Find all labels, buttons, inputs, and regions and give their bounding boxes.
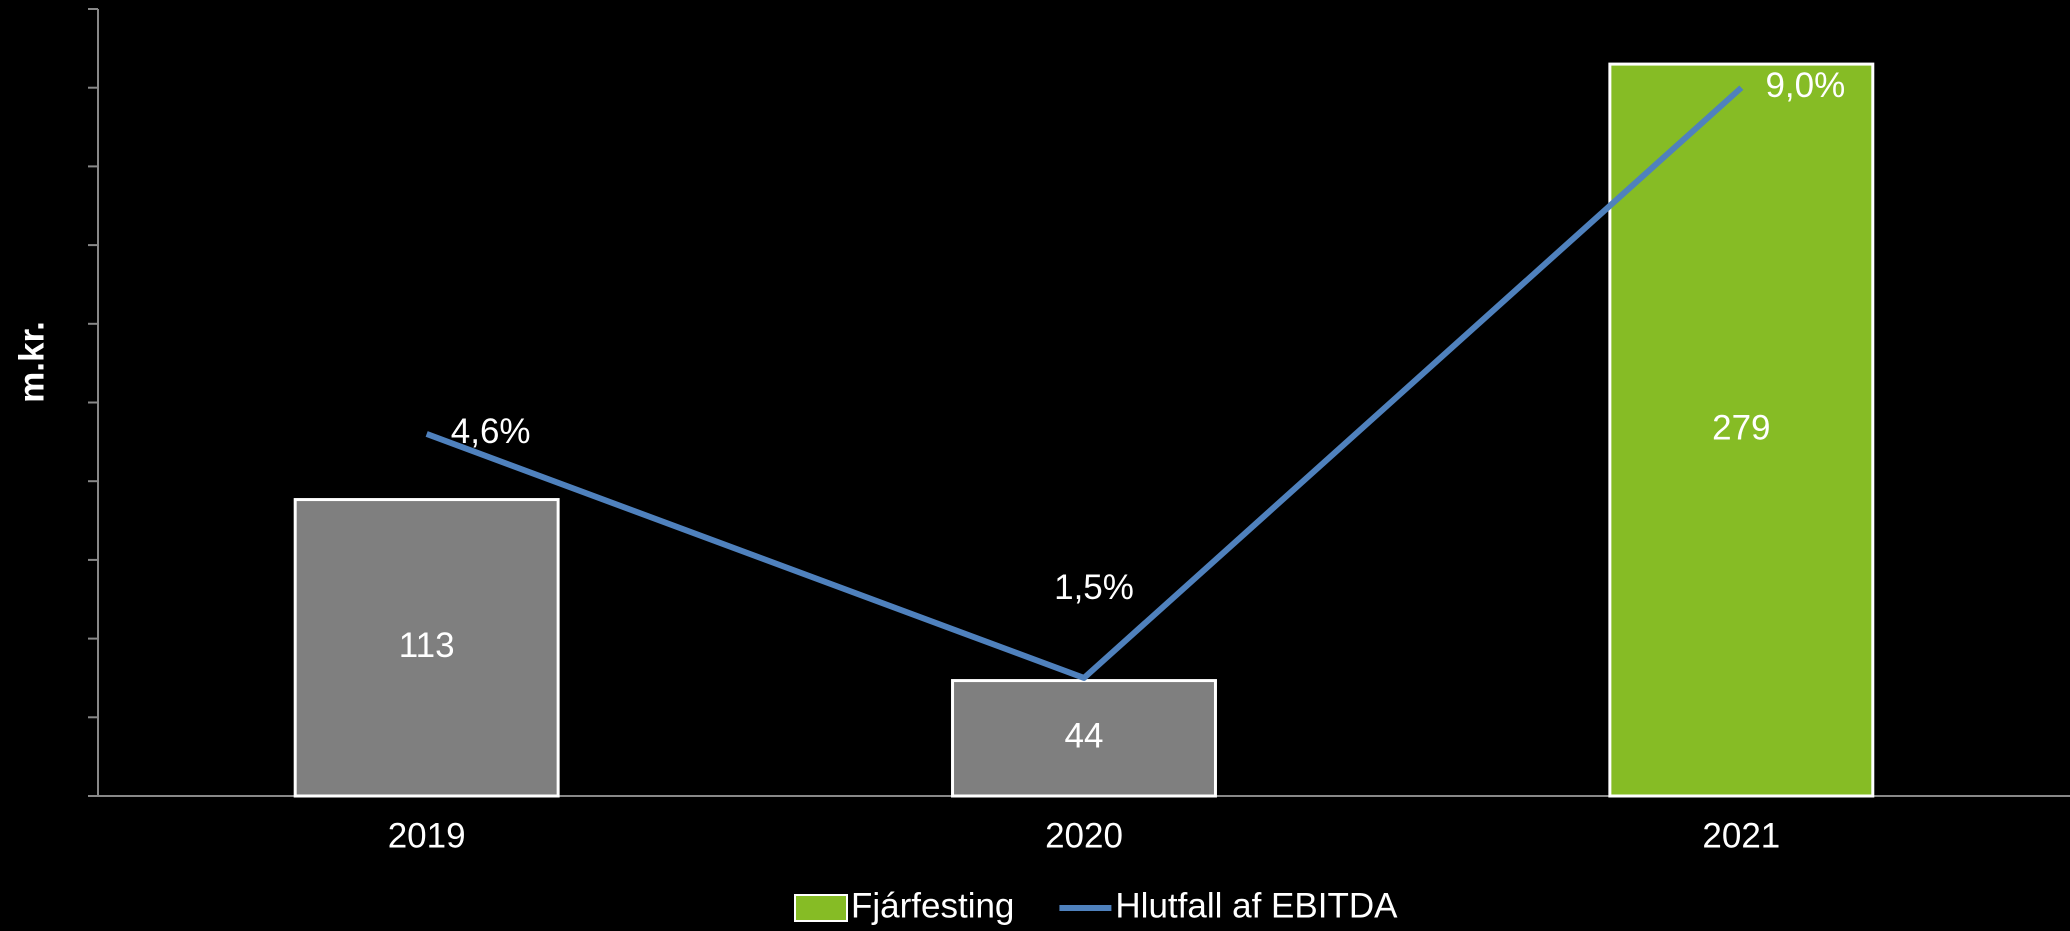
legend-label: Fjárfesting xyxy=(851,886,1014,925)
legend-label: Hlutfall af EBITDA xyxy=(1115,886,1398,925)
legend-swatch xyxy=(794,894,848,922)
bar xyxy=(293,498,560,798)
line-value-label: 4,6% xyxy=(451,412,531,451)
bar-value-label: 113 xyxy=(399,626,455,665)
x-tick-label: 2021 xyxy=(1702,816,1780,855)
line-value-label: 1,5% xyxy=(1054,568,1134,607)
y-axis-label: m.kr. xyxy=(12,321,51,403)
x-tick-label: 2019 xyxy=(388,816,466,855)
bar xyxy=(951,679,1217,798)
line xyxy=(425,85,1744,681)
bar-value-label: 44 xyxy=(1065,717,1104,756)
line-value-label: 9,0% xyxy=(1765,66,1845,105)
x-tick-label: 2020 xyxy=(1045,816,1123,855)
bar-value-label: 279 xyxy=(1712,408,1770,447)
bar xyxy=(1608,62,1875,798)
